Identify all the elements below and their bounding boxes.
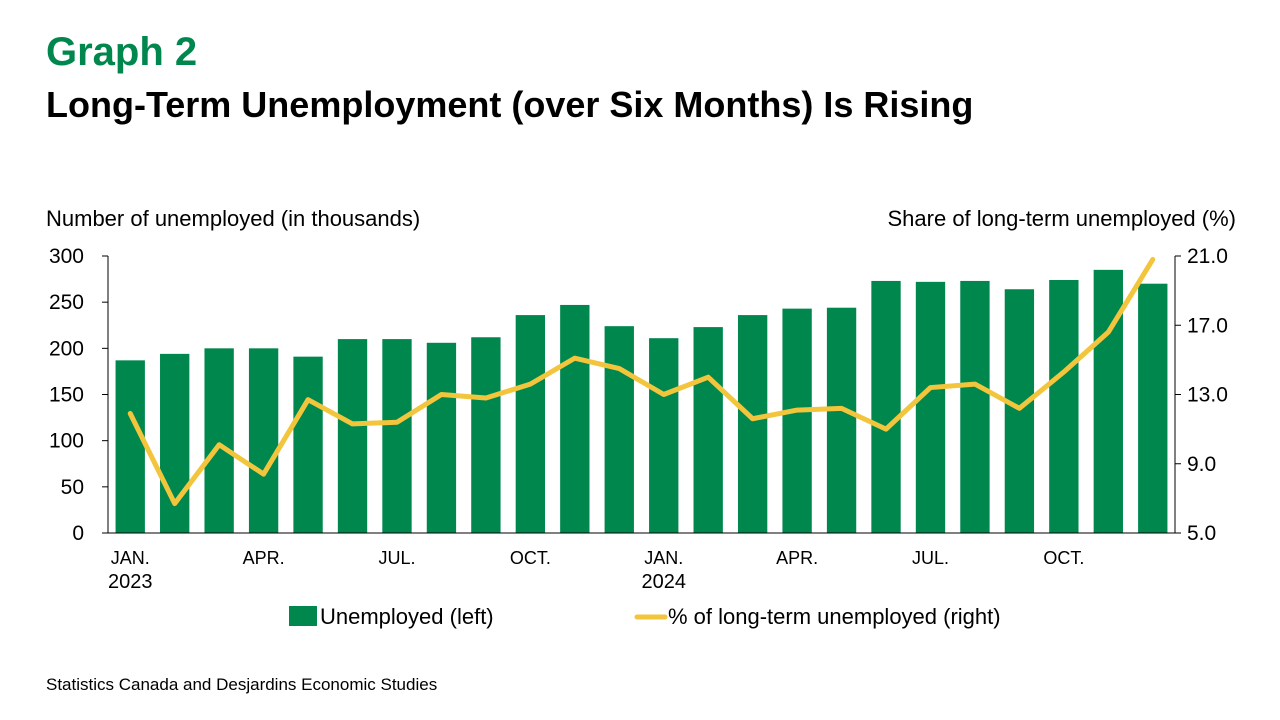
right-tick-label: 17.0 (1187, 314, 1228, 337)
left-tick-label: 0 (72, 522, 84, 545)
right-tick-label: 9.0 (1187, 453, 1216, 476)
bar-unemployed (737, 315, 768, 533)
bar-unemployed (1049, 280, 1079, 533)
right-tick-label: 21.0 (1187, 245, 1228, 268)
bar-unemployed (1004, 289, 1035, 533)
x-tick-label: JUL. (378, 548, 415, 568)
bar-unemployed (204, 348, 234, 533)
x-tick-label: APR. (776, 548, 818, 568)
bar-unemployed (515, 315, 546, 533)
bar-unemployed (871, 280, 901, 533)
chart-title: Long-Term Unemployment (over Six Months)… (46, 84, 974, 125)
bar-unemployed (248, 348, 279, 533)
x-tick-label: JAN. (644, 548, 683, 568)
x-tick-year-label: 2023 (108, 571, 153, 593)
legend-label-unemployed: Unemployed (left) (320, 604, 494, 629)
right-tick-label: 5.0 (1187, 522, 1216, 545)
legend-label-share: % of long-term unemployed (right) (668, 604, 1001, 629)
x-tick-label: OCT. (510, 548, 551, 568)
bar-unemployed (782, 308, 812, 533)
bar-unemployed (1138, 283, 1168, 533)
bar-unemployed (160, 353, 190, 533)
bar-unemployed (293, 356, 323, 533)
bar-unemployed (337, 339, 368, 533)
bar-unemployed (471, 337, 501, 533)
graph-number-label: Graph 2 (46, 30, 198, 74)
left-tick-label: 250 (49, 291, 84, 314)
x-tick-label: OCT. (1043, 548, 1084, 568)
bar-unemployed (1093, 269, 1123, 533)
left-tick-label: 150 (49, 384, 84, 407)
bar-unemployed (426, 342, 457, 533)
left-tick-label: 300 (49, 245, 84, 268)
x-tick-year-label: 2024 (641, 571, 686, 593)
bar-unemployed (604, 326, 634, 533)
bar-unemployed (382, 339, 412, 533)
bar-unemployed (649, 338, 679, 533)
bar-unemployed (826, 307, 857, 533)
left-tick-label: 200 (49, 337, 84, 360)
right-axis-title: Share of long-term unemployed (%) (887, 206, 1237, 231)
source-note: Statistics Canada and Desjardins Economi… (46, 675, 438, 694)
legend-swatch-bar (289, 606, 317, 626)
left-tick-label: 100 (49, 430, 84, 453)
bar-unemployed (693, 327, 723, 533)
bar-unemployed (960, 280, 990, 533)
bar-unemployed (560, 304, 590, 533)
x-tick-label: JAN. (111, 548, 150, 568)
bar-unemployed (115, 360, 145, 533)
bar-unemployed (915, 281, 946, 533)
x-tick-label: APR. (243, 548, 285, 568)
right-tick-label: 13.0 (1187, 384, 1228, 407)
left-axis-title: Number of unemployed (in thousands) (46, 206, 421, 231)
left-tick-label: 50 (61, 476, 84, 499)
x-tick-label: JUL. (912, 548, 949, 568)
line-long-term-share (127, 256, 1156, 507)
